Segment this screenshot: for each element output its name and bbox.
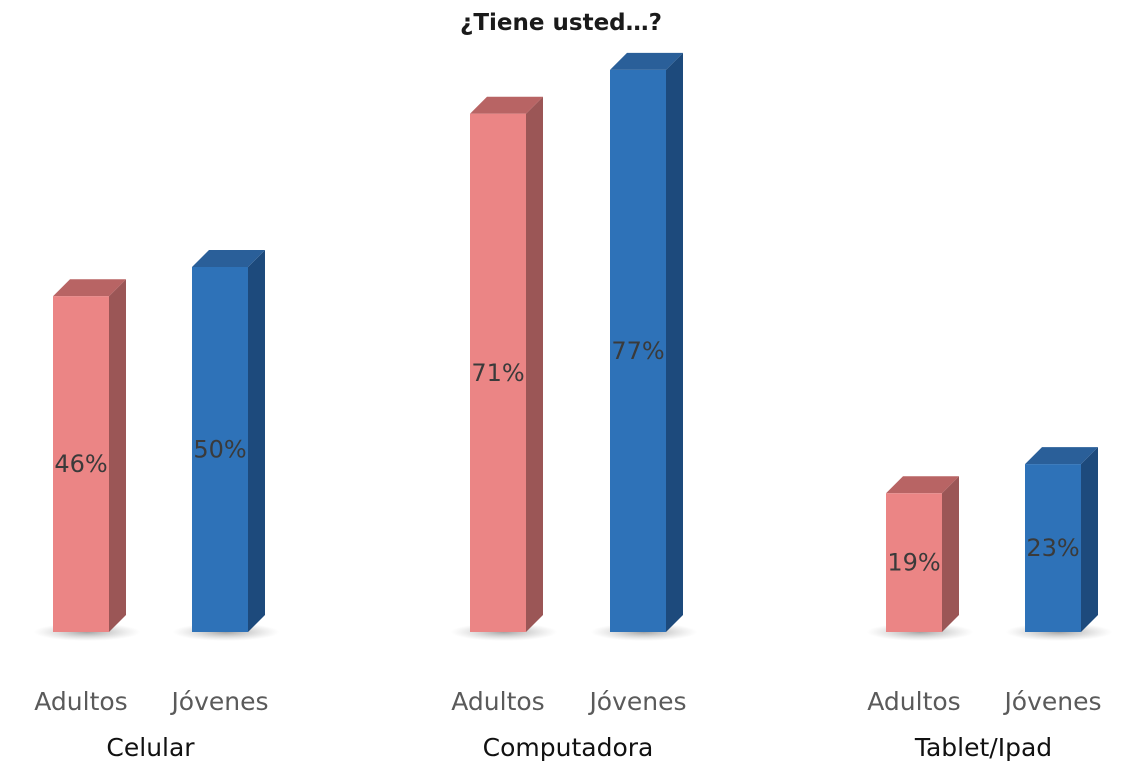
value-label-tablet-ipad-jovenes: 23% <box>1026 534 1079 562</box>
bar-tablet-ipad-jovenes <box>1005 447 1113 641</box>
bar-front <box>470 113 526 632</box>
bar-top <box>470 96 543 114</box>
bar-side <box>666 52 683 632</box>
bar-top <box>53 279 126 297</box>
bar-celular-adultos <box>33 279 141 641</box>
bar-top <box>192 250 265 267</box>
value-label-celular-jovenes: 50% <box>193 436 246 464</box>
series-label-computadora-adultos: Adultos <box>451 687 544 716</box>
value-label-computadora-adultos: 71% <box>471 359 524 387</box>
bar-top <box>1025 447 1098 465</box>
bar-side <box>942 476 959 632</box>
series-label-computadora-jovenes: Jóvenes <box>587 687 686 716</box>
value-label-computadora-jovenes: 77% <box>611 337 664 365</box>
bar-celular-jovenes <box>172 250 280 641</box>
bar-front <box>1025 464 1081 632</box>
series-label-tablet-ipad-jovenes: Jóvenes <box>1002 687 1101 716</box>
bar-side <box>1081 447 1098 632</box>
bar-side <box>248 250 265 632</box>
category-label-computadora: Computadora <box>483 733 654 762</box>
bar-tablet-ipad-adultos <box>866 476 974 641</box>
bar-front <box>610 69 666 632</box>
bar-top <box>886 476 959 494</box>
value-label-tablet-ipad-adultos: 19% <box>887 549 940 577</box>
series-label-celular-jovenes: Jóvenes <box>169 687 268 716</box>
value-label-celular-adultos: 46% <box>54 450 107 478</box>
bar-side <box>526 96 543 632</box>
bar-top <box>610 52 683 70</box>
bar-front <box>192 267 248 632</box>
bar-computadora-jovenes <box>590 52 698 641</box>
chart-title: ¿Tiene usted…? <box>460 10 662 36</box>
bar-side <box>109 279 126 632</box>
bar-computadora-adultos <box>450 96 558 641</box>
category-label-tablet-ipad: Tablet/Ipad <box>914 733 1052 762</box>
category-label-celular: Celular <box>106 733 195 762</box>
bar-front <box>886 493 942 632</box>
series-label-celular-adultos: Adultos <box>34 687 127 716</box>
series-label-tablet-ipad-adultos: Adultos <box>867 687 960 716</box>
bar-front <box>53 296 109 632</box>
